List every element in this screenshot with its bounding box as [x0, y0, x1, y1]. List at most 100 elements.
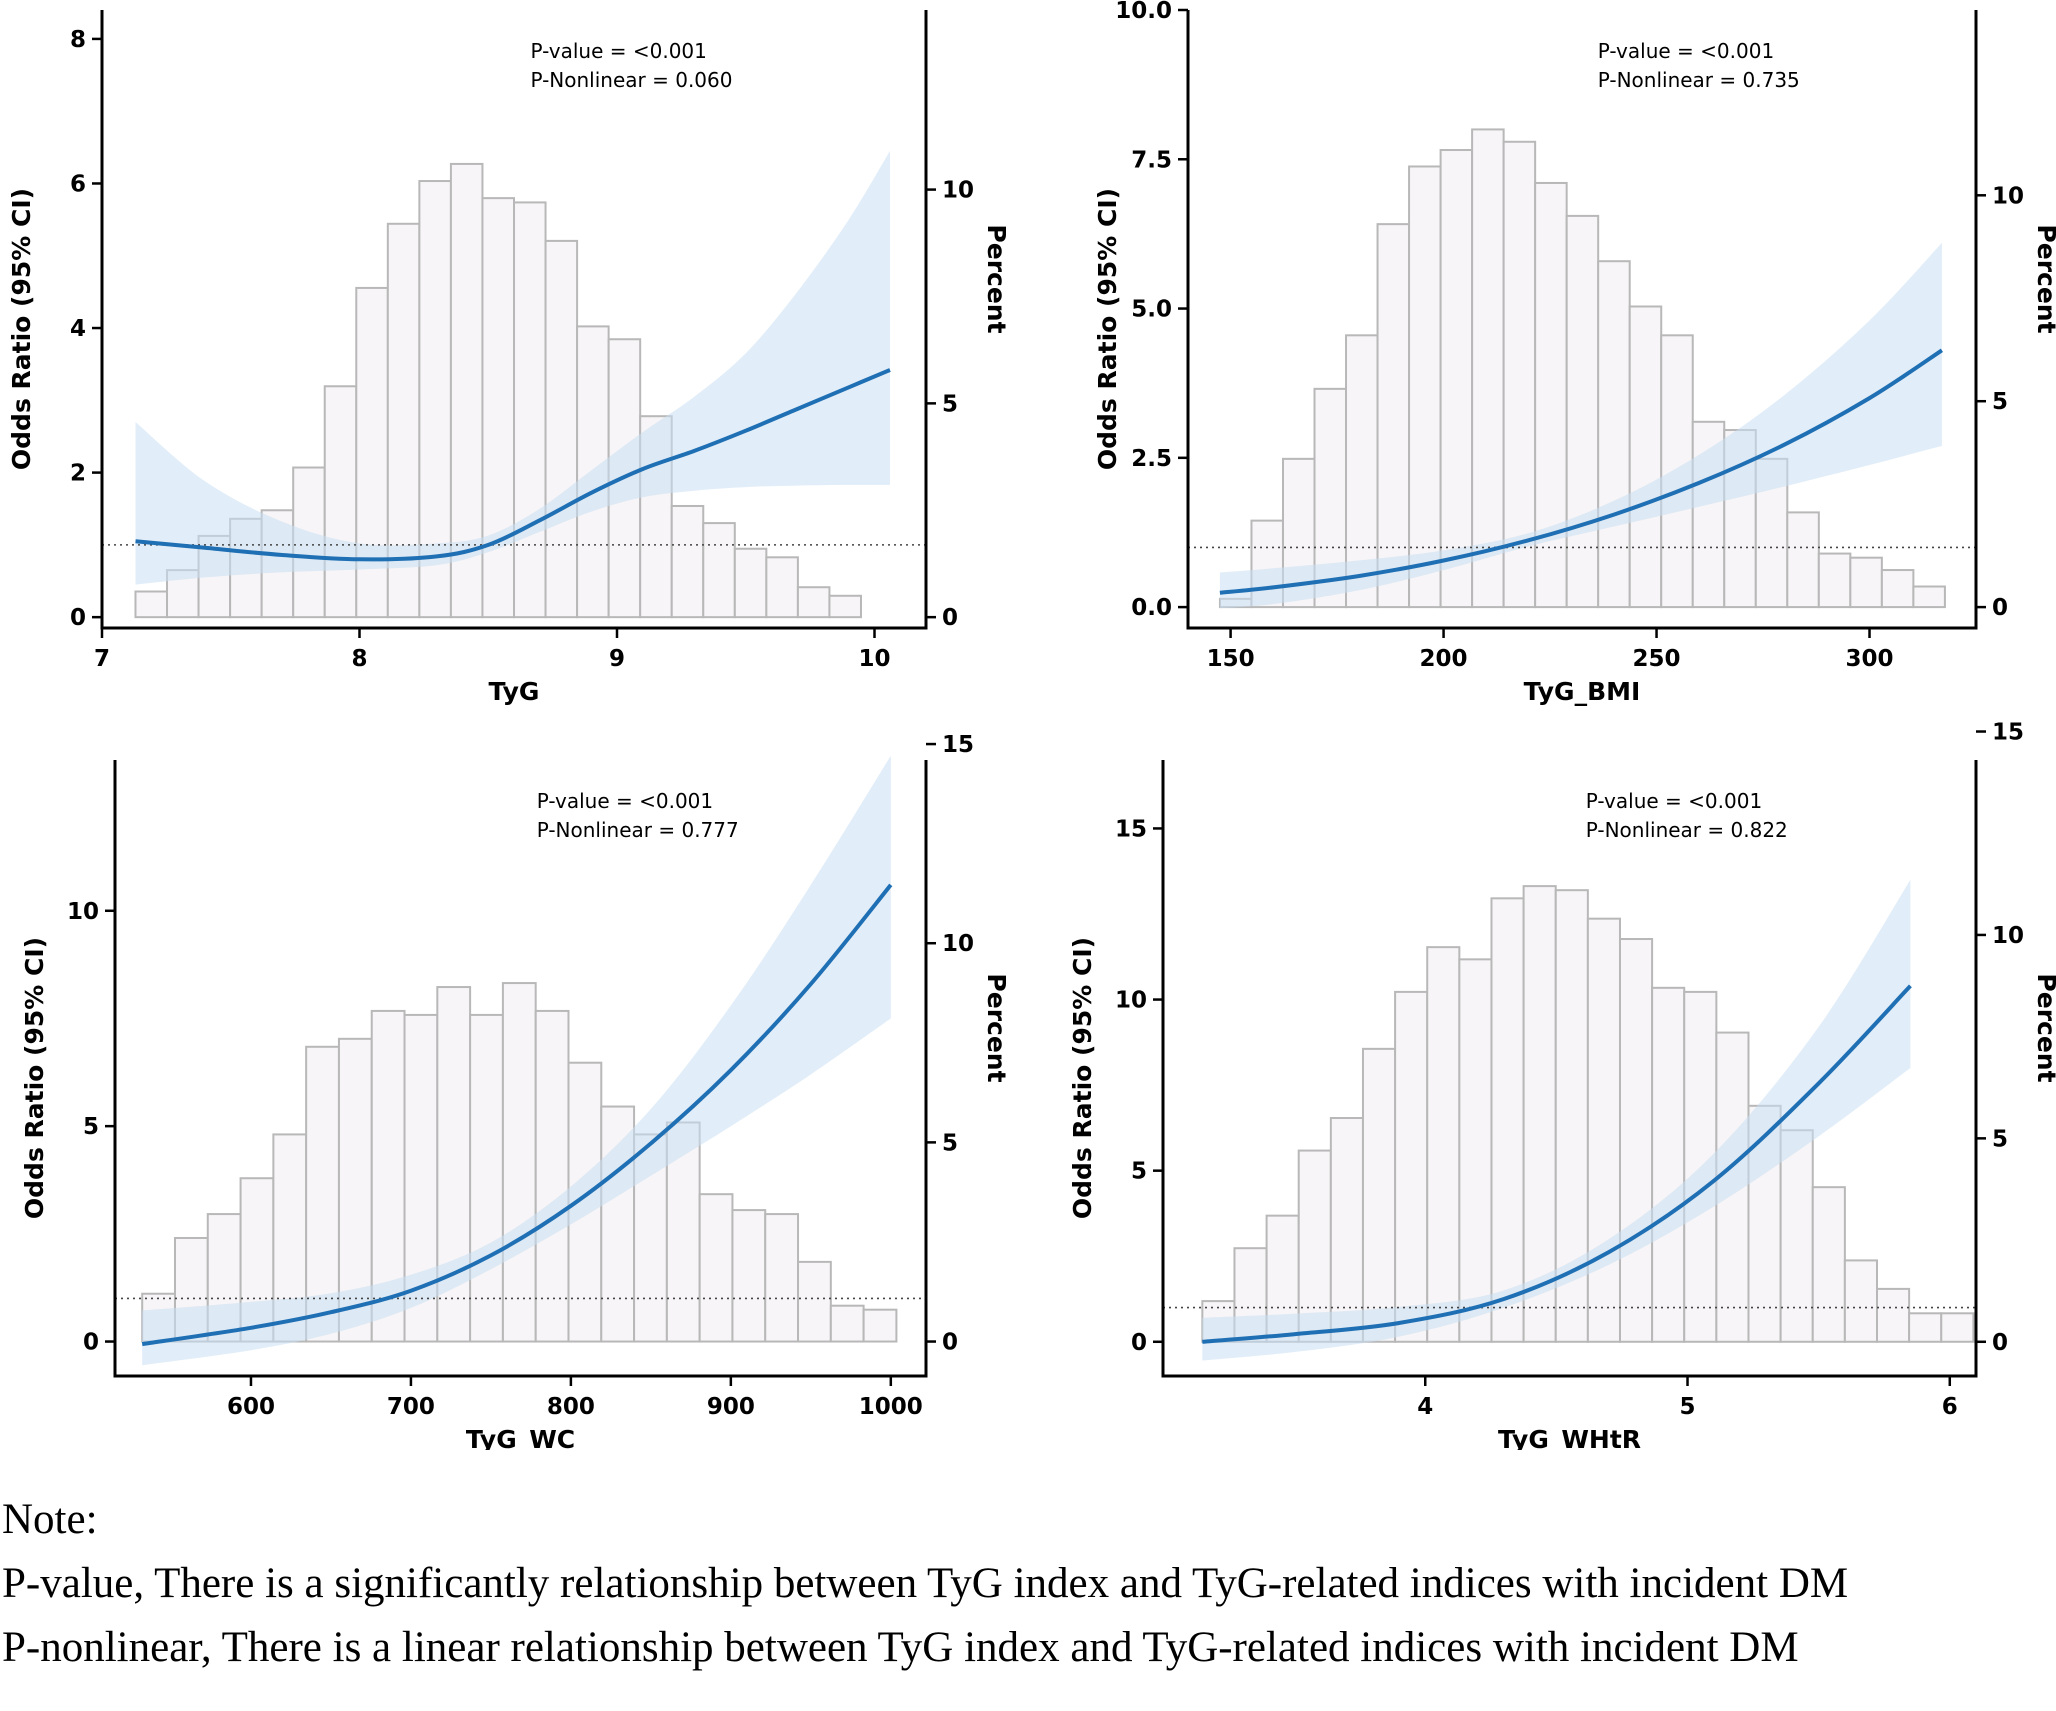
p-value-annotation: P-value = <0.001	[1598, 39, 1774, 63]
y2-tick-label: 15	[942, 732, 974, 758]
p-value-annotation: P-value = <0.001	[1586, 789, 1762, 813]
histogram-bar	[698, 1193, 734, 1343]
histogram-bar	[1786, 511, 1820, 609]
panel-tyg: 7891002468051015TyGOdds Ratio (95% CI)Pe…	[7, 10, 1011, 706]
x-tick-label: 700	[387, 1394, 435, 1420]
histogram-bar	[1586, 917, 1621, 1343]
histogram-bar	[1618, 938, 1654, 1343]
p-value-annotation: P-value = <0.001	[537, 789, 713, 813]
histogram-bar	[513, 201, 547, 619]
histogram-bar	[1490, 897, 1525, 1343]
y-tick-label: 5.0	[1131, 297, 1172, 323]
histogram-bar	[1817, 552, 1852, 609]
y-tick-label: 4	[70, 316, 86, 342]
histogram-bar	[1779, 1129, 1814, 1343]
p-value-annotation: P-value = <0.001	[530, 39, 706, 63]
x-tick-label: 200	[1420, 646, 1468, 672]
histogram-bar	[702, 522, 736, 619]
histogram-bar	[1940, 1312, 1975, 1343]
x-axis-label: TyG	[489, 677, 540, 706]
histogram-bar	[1880, 569, 1915, 609]
histogram-bar	[534, 1009, 570, 1343]
y-tick-label: 0	[70, 605, 86, 631]
histogram-bar	[796, 586, 831, 619]
y-tick-label: 2	[70, 461, 86, 487]
p-nonlinear-annotation: P-Nonlinear = 0.735	[1598, 68, 1800, 92]
p-nonlinear-annotation: P-Nonlinear = 0.822	[1586, 818, 1788, 842]
histogram-bar	[670, 504, 705, 619]
histogram-bar	[733, 547, 768, 619]
histogram-bar	[1458, 958, 1493, 1343]
y2-tick-label: 0	[1992, 1330, 2008, 1356]
histogram-bar	[829, 1304, 865, 1343]
y-axis-label: Odds Ratio (95% CI)	[20, 937, 49, 1219]
note-p-value: P-value, There is a significantly relati…	[2, 1560, 1849, 1607]
x-tick-label: 6	[1942, 1394, 1958, 1420]
x-tick-label: 150	[1207, 646, 1255, 672]
histogram-bar	[1628, 305, 1663, 609]
x-axis-label: TyG_BMI	[1524, 677, 1641, 706]
histogram-bar	[544, 239, 579, 619]
histogram-bar	[1565, 214, 1600, 609]
y2-tick-label: 15	[1992, 0, 2024, 3]
histogram-bar	[1811, 1186, 1846, 1343]
y2-tick-label: 5	[1992, 389, 2008, 415]
x-tick-label: 4	[1417, 1394, 1433, 1420]
y2-tick-label: 0	[1992, 595, 2008, 621]
x-axis-label: TyG_WHtR	[1498, 1425, 1641, 1450]
axes-frame	[1186, 10, 1978, 630]
panel-tyg-wc: 600 700 800 900 1000 0 5 10 0 5 10 15 TyG_WC Odds Rat…	[20, 732, 1011, 1450]
y-tick-label: 2.5	[1131, 446, 1172, 472]
x-tick-label: 9	[609, 646, 625, 672]
histogram-bar	[1426, 946, 1461, 1343]
y-tick-label: 10.0	[1115, 0, 1172, 24]
histogram-bar	[1376, 223, 1411, 609]
y2-tick-label: 5	[1992, 1126, 2008, 1152]
p-nonlinear-annotation: P-Nonlinear = 0.060	[530, 68, 732, 92]
x-tick-label: 7	[94, 646, 110, 672]
histogram-bar	[1912, 585, 1946, 609]
histogram-bar	[1875, 1287, 1911, 1343]
y-tick-label: 10	[1115, 988, 1147, 1014]
y-tick-label: 6	[70, 171, 86, 197]
x-tick-label: 300	[1846, 646, 1894, 672]
histogram-bar	[1471, 128, 1505, 609]
y2-tick-label: 10	[1992, 923, 2024, 949]
y-axis-label: Odds Ratio (95% CI)	[7, 188, 36, 470]
odds-ratio-curve	[1219, 348, 1944, 595]
histogram-bar	[134, 590, 169, 619]
odds-ratio-curve	[1202, 984, 1912, 1344]
y-tick-label: 5	[83, 1114, 99, 1140]
axes-frame	[113, 760, 928, 1378]
x-tick-label: 5	[1680, 1394, 1696, 1420]
x-tick-label: 800	[547, 1394, 595, 1420]
y-tick-label: 0	[83, 1330, 99, 1356]
y-tick-label: 0.0	[1131, 595, 1172, 621]
x-tick-label: 8	[351, 646, 367, 672]
y2-tick-label: 0	[942, 605, 958, 631]
histogram-bar	[765, 556, 799, 619]
x-tick-label: 250	[1633, 646, 1681, 672]
y-tick-label: 10	[67, 899, 99, 925]
histogram-bar	[501, 982, 537, 1343]
histogram-bar	[469, 1013, 504, 1343]
histogram-bar	[1843, 1259, 1878, 1343]
y2-tick-label: 10	[942, 931, 974, 957]
histogram-bar	[1534, 181, 1568, 609]
odds-ratio-curve	[135, 368, 891, 562]
histogram-bar	[764, 1213, 800, 1343]
histogram-bar	[481, 197, 515, 619]
y-tick-label: 5	[1131, 1159, 1147, 1185]
y-tick-label: 8	[70, 27, 86, 53]
y2-axis-label: Percent	[982, 973, 1011, 1082]
histogram-bar	[1908, 1312, 1943, 1343]
ci-band	[135, 150, 890, 585]
y2-axis-label: Percent	[2032, 973, 2056, 1082]
y2-tick-label: 15	[1992, 720, 2024, 746]
histogram-bar	[1597, 260, 1631, 609]
note-p-nonlinear: P-nonlinear, There is a linear relations…	[2, 1624, 1799, 1671]
histogram-bar	[828, 594, 862, 619]
y-tick-label: 7.5	[1131, 147, 1172, 173]
histogram-bar	[1651, 986, 1686, 1343]
y2-tick-label: 10	[942, 178, 974, 204]
